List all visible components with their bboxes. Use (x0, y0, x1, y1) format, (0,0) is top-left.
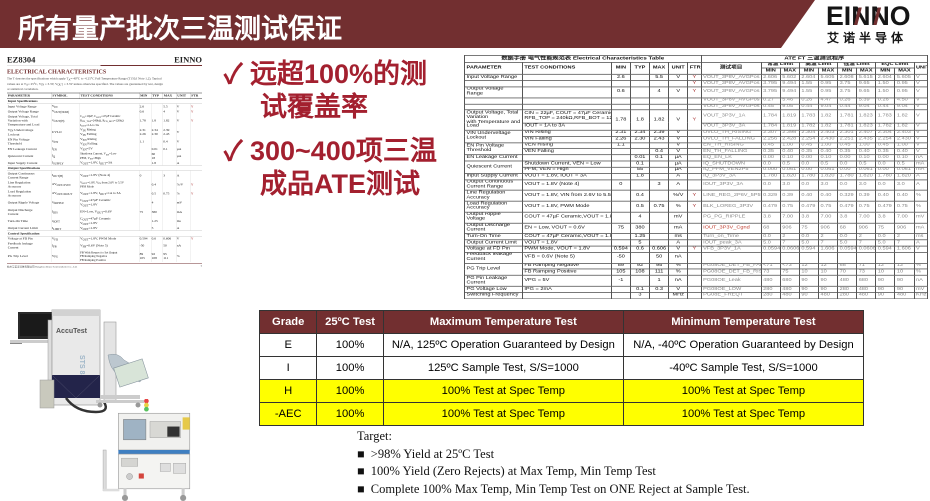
svg-text:AccuTest: AccuTest (56, 328, 88, 335)
svg-text:EIN: EIN (826, 6, 871, 30)
svg-text:O: O (890, 6, 911, 30)
